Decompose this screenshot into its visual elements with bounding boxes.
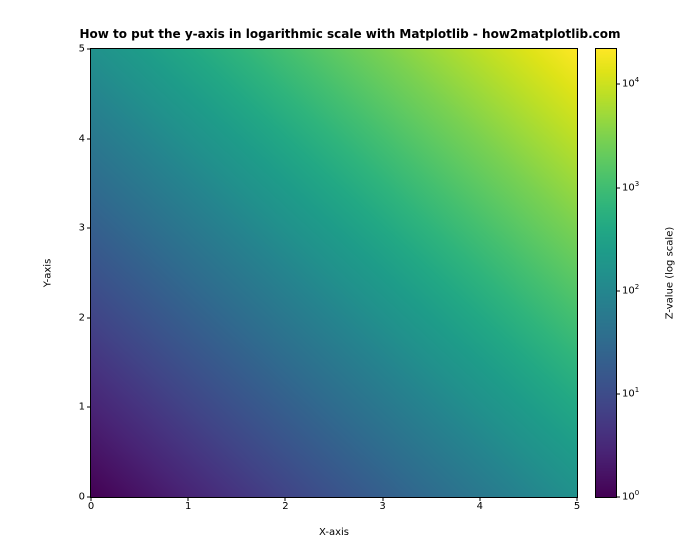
y-tick-label: 0 — [79, 492, 85, 503]
y-tick-label: 3 — [79, 223, 85, 234]
colorbar-label: Z-value (log scale) — [664, 48, 676, 498]
heatmap-canvas — [91, 49, 577, 497]
x-axis-label: X-axis — [90, 527, 578, 538]
colorbar-canvas — [596, 49, 616, 497]
x-tick-label: 5 — [574, 501, 580, 512]
y-tick-mark — [87, 317, 91, 318]
y-tick-label: 1 — [79, 402, 85, 413]
x-tick-label: 3 — [379, 501, 385, 512]
colorbar-tick-mark — [616, 393, 620, 394]
y-tick-mark — [87, 49, 91, 50]
colorbar-tick-label: 102 — [622, 285, 639, 296]
y-tick-label: 5 — [79, 44, 85, 55]
colorbar-tick-label: 100 — [622, 492, 639, 503]
colorbar-tick-mark — [616, 290, 620, 291]
x-tick-label: 0 — [88, 501, 94, 512]
colorbar-tick-label: 103 — [622, 182, 639, 193]
colorbar-tick-mark — [616, 497, 620, 498]
y-tick-mark — [87, 138, 91, 139]
y-tick-mark — [87, 228, 91, 229]
y-tick-mark — [87, 497, 91, 498]
y-tick-label: 2 — [79, 312, 85, 323]
chart-title: How to put the y-axis in logarithmic sca… — [0, 27, 700, 41]
plot-area: 012345012345 — [90, 48, 578, 498]
colorbar: 100101102103104 — [595, 48, 617, 498]
y-axis-label: Y-axis — [42, 48, 54, 498]
colorbar-tick-mark — [616, 187, 620, 188]
x-tick-label: 1 — [185, 501, 191, 512]
x-tick-label: 4 — [477, 501, 483, 512]
colorbar-tick-label: 101 — [622, 388, 639, 399]
x-tick-label: 2 — [282, 501, 288, 512]
y-tick-mark — [87, 407, 91, 408]
figure: How to put the y-axis in logarithmic sca… — [0, 0, 700, 560]
colorbar-tick-mark — [616, 84, 620, 85]
colorbar-tick-label: 104 — [622, 79, 639, 90]
y-tick-label: 4 — [79, 133, 85, 144]
